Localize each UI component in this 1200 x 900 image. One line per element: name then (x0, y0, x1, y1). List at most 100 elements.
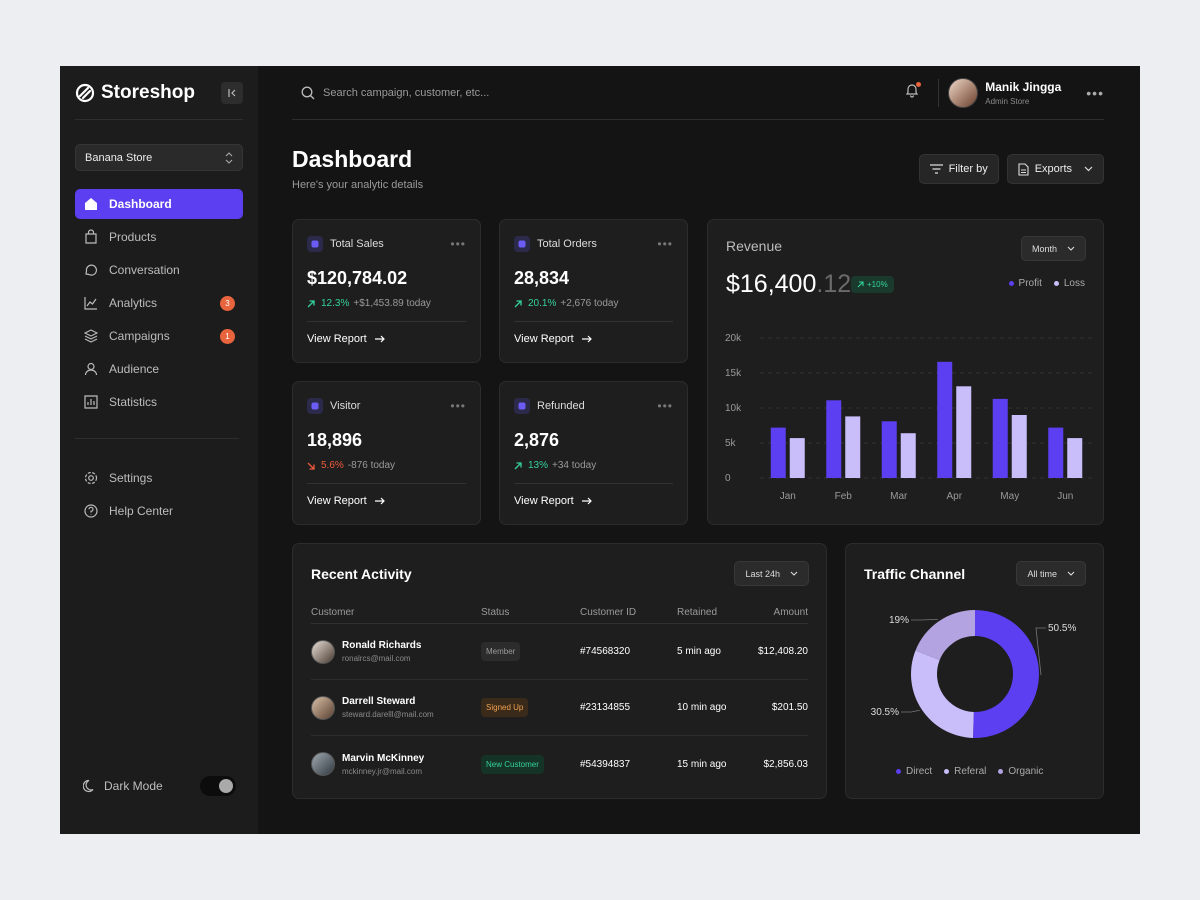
donut-slice-referal[interactable] (911, 650, 974, 738)
activity-period-value: Last 24h (745, 568, 780, 579)
user-avatar[interactable] (948, 77, 979, 108)
activity-table-body: Ronald Richards ronalrcs@mail.com Member… (311, 624, 808, 792)
retained-time: 15 min ago (677, 758, 727, 770)
customer-id: #74568320 (580, 646, 631, 657)
bar-loss-apr[interactable] (956, 386, 972, 478)
sidebar-item-dashboard[interactable]: Dashboard (75, 189, 243, 219)
chart-icon (83, 295, 99, 311)
traffic-period-select[interactable]: All time (1016, 561, 1086, 586)
traffic-period-value: All time (1027, 568, 1057, 579)
stat-more-icon[interactable]: ••• (450, 399, 466, 413)
user-info[interactable]: Manik Jingga Admin Store (985, 80, 1061, 106)
sidebar-item-label: Settings (109, 471, 153, 485)
dark-mode-toggle[interactable] (200, 776, 236, 796)
x-tick-label: Feb (835, 491, 853, 502)
activity-table: Customer Status Customer ID Retained Amo… (311, 602, 808, 792)
table-row[interactable]: Ronald Richards ronalrcs@mail.com Member… (311, 624, 808, 680)
sidebar-item-settings[interactable]: Settings (75, 463, 243, 493)
y-tick-label: 15k (725, 368, 742, 379)
sidebar: Storeshop Banana Store Dashboard Products… (60, 66, 258, 834)
view-report-link[interactable]: View Report (514, 495, 673, 507)
customer-email: mckinney.jr@mail.com (342, 766, 422, 776)
amount: $201.50 (771, 702, 808, 713)
sidebar-item-label: Dashboard (109, 197, 172, 211)
bell-icon (906, 84, 919, 98)
bar-loss-jun[interactable] (1067, 438, 1083, 478)
stat-divider (514, 483, 673, 484)
page-actions: Filter by Exports (918, 154, 1104, 184)
search-icon (301, 86, 315, 99)
stat-more-icon[interactable]: ••• (657, 399, 673, 413)
sidebar-item-label: Conversation (109, 263, 180, 277)
more-menu-icon[interactable]: ••• (1086, 84, 1104, 101)
notifications-button[interactable] (904, 82, 922, 103)
help-icon (83, 503, 99, 519)
revenue-period-select[interactable]: Month (1020, 236, 1086, 261)
status-badge: Member (481, 642, 521, 661)
x-tick-label: Jan (780, 491, 796, 502)
bar-profit-may[interactable] (992, 398, 1008, 478)
stat-icon (514, 398, 530, 414)
bar-loss-may[interactable] (1011, 415, 1027, 478)
recent-activity-title: Recent Activity (311, 566, 412, 582)
bar-profit-jan[interactable] (770, 427, 786, 478)
stat-value: 18,896 (307, 430, 363, 450)
storeshop-logo-icon (75, 83, 95, 102)
donut-slice-direct[interactable] (972, 610, 1040, 738)
users-icon (83, 361, 99, 377)
table-row[interactable]: Darrell Steward steward.darelll@mail.com… (311, 680, 808, 736)
view-report-link[interactable]: View Report (514, 333, 673, 345)
legend-swatch (944, 769, 950, 774)
sidebar-item-label: Audience (109, 362, 160, 376)
bar-profit-mar[interactable] (881, 421, 897, 478)
sidebar-item-conversation[interactable]: Conversation (75, 255, 243, 285)
sidebar-item-help-center[interactable]: Help Center (75, 496, 243, 526)
revenue-value-main: $16,400 (726, 270, 817, 298)
sidebar-item-products[interactable]: Products (75, 222, 243, 252)
bar-profit-jun[interactable] (1048, 427, 1064, 478)
sidebar-item-audience[interactable]: Audience (75, 354, 243, 384)
bar-loss-feb[interactable] (845, 416, 861, 478)
status-badge: Signed Up (481, 698, 529, 717)
stat-card-total-sales: Total Sales ••• $120,784.02 12.3% +$1,45… (292, 219, 481, 363)
view-report-link[interactable]: View Report (307, 495, 466, 507)
legend-loss-label: Loss (1063, 278, 1085, 289)
arrow-right-icon (374, 335, 385, 343)
status-badge: New Customer (481, 754, 544, 774)
arrow-right-icon (581, 335, 592, 343)
bar-loss-jan[interactable] (789, 438, 805, 478)
logo[interactable]: Storeshop (75, 82, 195, 104)
traffic-legend: Direct Referal Organic (896, 766, 1043, 777)
sidebar-item-campaigns[interactable]: Campaigns 1 (75, 321, 243, 351)
chevron-down-icon (1067, 246, 1075, 251)
legend-swatch (896, 769, 901, 774)
search-input[interactable]: Search campaign, customer, etc... (323, 86, 490, 99)
customer-id: #54394837 (580, 758, 631, 770)
stat-value: $120,784.02 (307, 268, 408, 288)
table-row[interactable]: Marvin McKinney mckinney.jr@mail.com New… (311, 736, 808, 792)
sidebar-item-statistics[interactable]: Statistics (75, 387, 243, 417)
filter-button[interactable]: Filter by (918, 154, 999, 184)
sidebar-item-analytics[interactable]: Analytics 3 (75, 288, 243, 318)
bar-profit-feb[interactable] (826, 400, 842, 478)
bar-profit-apr[interactable] (937, 361, 953, 478)
customer-name: Ronald Richards (342, 640, 422, 651)
store-selector[interactable]: Banana Store (75, 144, 243, 171)
view-report-link[interactable]: View Report (307, 333, 466, 345)
donut-slice-organic[interactable] (915, 610, 975, 661)
sidebar-item-label: Statistics (109, 395, 158, 409)
stat-delta: +$1,453.89 today (353, 298, 431, 309)
stat-more-icon[interactable]: ••• (450, 237, 466, 251)
stat-delta: -876 today (347, 460, 396, 471)
sidebar-item-label: Products (109, 230, 157, 244)
revenue-card: Revenue Month $16,400.12 +10% Profit Los… (707, 219, 1104, 525)
collapse-sidebar-button[interactable] (221, 81, 243, 104)
gear-icon (83, 470, 99, 486)
search-bar[interactable]: Search campaign, customer, etc... (292, 86, 489, 100)
col-retained: Retained (677, 607, 718, 618)
activity-period-select[interactable]: Last 24h (734, 561, 809, 586)
toggle-knob (219, 779, 233, 793)
exports-button[interactable]: Exports (1006, 154, 1104, 184)
stat-more-icon[interactable]: ••• (657, 237, 673, 251)
bar-loss-mar[interactable] (900, 433, 916, 478)
